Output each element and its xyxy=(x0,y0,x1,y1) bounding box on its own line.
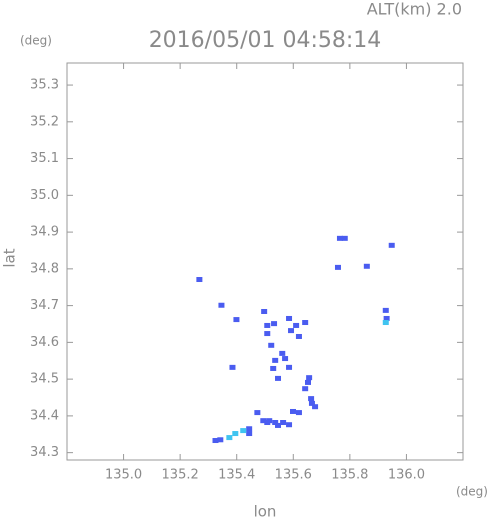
y-tick-label: 34.7 xyxy=(30,298,59,313)
y-unit: (deg) xyxy=(20,34,52,48)
x-tick-label: 135.2 xyxy=(162,468,199,483)
echo-point xyxy=(295,333,302,339)
echo-point xyxy=(363,263,370,269)
echo-point xyxy=(275,375,282,381)
echo-point xyxy=(383,315,390,321)
echo-point xyxy=(286,364,293,370)
echo-point xyxy=(226,435,233,441)
echo-point xyxy=(229,364,236,370)
echo-point xyxy=(290,408,297,414)
echo-point xyxy=(246,426,253,432)
echo-point xyxy=(308,400,315,406)
echo-point xyxy=(271,321,278,327)
echo-point xyxy=(341,235,348,241)
echo-point xyxy=(264,331,271,337)
echo-point xyxy=(232,431,239,437)
y-tick-label: 34.3 xyxy=(30,445,59,460)
echo-point xyxy=(302,386,309,392)
echo-point xyxy=(302,320,309,326)
chart-title: 2016/05/01 04:58:14 xyxy=(149,28,382,53)
echo-point xyxy=(270,365,277,371)
echo-point xyxy=(275,422,282,428)
y-tick-label: 35.3 xyxy=(30,78,59,93)
echo-point xyxy=(295,410,302,416)
x-tick-label: 136.0 xyxy=(388,468,425,483)
y-tick-label: 34.8 xyxy=(30,261,59,276)
echo-point xyxy=(293,322,300,328)
y-tick-label: 34.6 xyxy=(30,335,59,350)
echo-point xyxy=(382,320,389,326)
x-tick-label: 135.8 xyxy=(331,468,368,483)
echo-point xyxy=(288,328,295,334)
echo-point xyxy=(261,308,268,314)
y-tick-label: 34.5 xyxy=(30,372,59,387)
echo-point xyxy=(286,422,293,428)
y-tick-label: 35.0 xyxy=(30,188,59,203)
echo-point xyxy=(233,317,240,323)
echo-point xyxy=(280,420,287,426)
echo-point xyxy=(264,322,271,328)
echo-point xyxy=(260,418,267,424)
x-axis-label: lon xyxy=(254,503,277,521)
echo-point xyxy=(382,307,389,313)
echo-point xyxy=(240,428,247,434)
echo-point xyxy=(388,242,395,248)
echo-point xyxy=(196,277,203,283)
echo-point xyxy=(312,404,319,410)
echo-point xyxy=(286,315,293,321)
echo-point xyxy=(279,350,286,356)
echo-point xyxy=(308,396,315,402)
chart-subtitle: ALT(km) 2.0 xyxy=(367,0,462,19)
y-tick-label: 34.4 xyxy=(30,408,59,423)
y-axis-label: lat xyxy=(1,248,19,267)
echo-point xyxy=(304,379,311,385)
x-tick-label: 135.6 xyxy=(275,468,312,483)
x-unit: (deg) xyxy=(456,485,488,499)
echo-point xyxy=(212,438,219,444)
plot-frame xyxy=(66,62,464,461)
echo-point xyxy=(218,302,225,308)
echo-point xyxy=(254,410,261,416)
echo-point xyxy=(334,264,341,270)
echo-point xyxy=(336,235,343,241)
echo-point xyxy=(266,418,273,424)
echo-point xyxy=(282,356,289,362)
echo-point xyxy=(306,375,313,381)
echo-point xyxy=(217,437,224,443)
x-tick-label: 135.0 xyxy=(105,468,142,483)
echo-point xyxy=(246,431,253,437)
echo-point xyxy=(268,342,275,348)
echo-point xyxy=(272,357,279,363)
y-tick-label: 34.9 xyxy=(30,225,59,240)
echo-point xyxy=(272,420,279,426)
y-tick-label: 35.2 xyxy=(30,114,59,129)
y-tick-label: 35.1 xyxy=(30,151,59,166)
x-tick-label: 135.4 xyxy=(218,468,255,483)
